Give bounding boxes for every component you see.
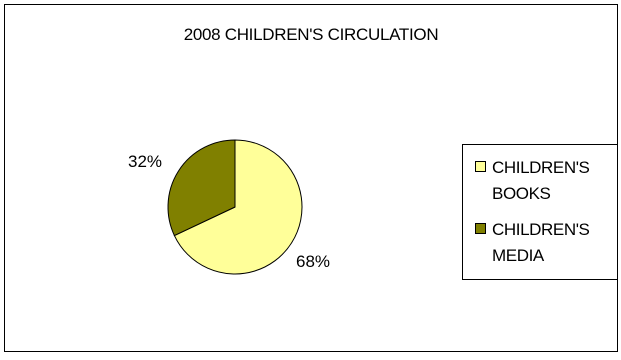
legend-label-media-line2: MEDIA xyxy=(492,246,544,265)
pie-slice-books xyxy=(173,139,303,275)
pie-slice-media xyxy=(167,139,236,237)
chart-title: 2008 CHILDREN'S CIRCULATION xyxy=(183,25,439,44)
legend-label-books-line2: BOOKS xyxy=(492,184,551,203)
legend-label-media-line1: CHILDREN'S xyxy=(492,220,590,239)
legend: CHILDREN'S BOOKS CHILDREN'S MEDIA xyxy=(462,144,618,280)
legend-swatch-media xyxy=(475,223,486,234)
legend-label-media: CHILDREN'S MEDIA xyxy=(492,217,620,269)
legend-label-books-line1: CHILDREN'S xyxy=(492,158,590,177)
data-label-books: 68% xyxy=(296,252,330,271)
chart-area: 2008 CHILDREN'S CIRCULATION 32% 68% CHIL… xyxy=(4,4,618,352)
data-label-media: 32% xyxy=(128,152,162,171)
legend-swatch-books xyxy=(475,161,486,172)
legend-label-books: CHILDREN'S BOOKS xyxy=(492,155,620,207)
pie-chart: 32% 68% xyxy=(128,139,330,275)
